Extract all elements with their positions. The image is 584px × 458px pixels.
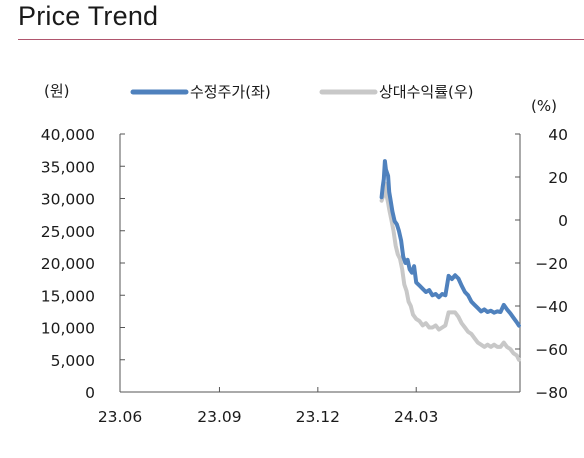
right-axis-unit: (%) [531,97,557,115]
series-line-adjusted-price [379,159,521,328]
legend-label: 상대수익률(우) [379,83,474,101]
right-axis-tick-label: −40 [535,298,568,316]
left-axis-tick-label: 10,000 [41,320,95,338]
left-axis-tick-label: 25,000 [41,223,95,241]
right-axis-tick-label: −60 [535,341,568,359]
axes-group: 0 5,000 10,000 15,000 20,000 25,000 30,000 35,0… [41,126,568,426]
x-axis-tick-label: 24.03 [394,408,438,426]
left-axis-tick-label: 20,000 [41,255,95,273]
right-axis-tick-label: 40 [548,126,568,144]
x-axis-tick-label: 23.09 [197,408,241,426]
x-axis-tick-label: 23.12 [296,408,340,426]
left-axis-tick-label: 30,000 [41,191,95,209]
left-axis-tick-label: 40,000 [41,126,95,144]
title-divider [18,39,584,40]
page-title: Price Trend [18,1,159,31]
left-axis-unit: (원) [44,82,70,100]
left-axis-tick-label: 5,000 [51,352,95,370]
legend: 수정주가(좌) 상대수익률(우) [130,83,474,101]
right-axis-tick-label: 0 [558,212,568,230]
series-layer [379,159,521,362]
right-axis-tick-label: −20 [535,255,568,273]
right-axis-tick-label: 20 [548,169,568,187]
left-axis-tick-label: 15,000 [41,287,95,305]
legend-label: 수정주가(좌) [190,83,271,101]
x-axis-tick-label: 23.06 [98,408,142,426]
left-axis-tick-label: 35,000 [41,158,95,176]
right-axis-tick-label: −80 [535,384,568,402]
left-axis-tick-label: 0 [85,384,95,402]
series-line-relative-return [379,181,521,362]
